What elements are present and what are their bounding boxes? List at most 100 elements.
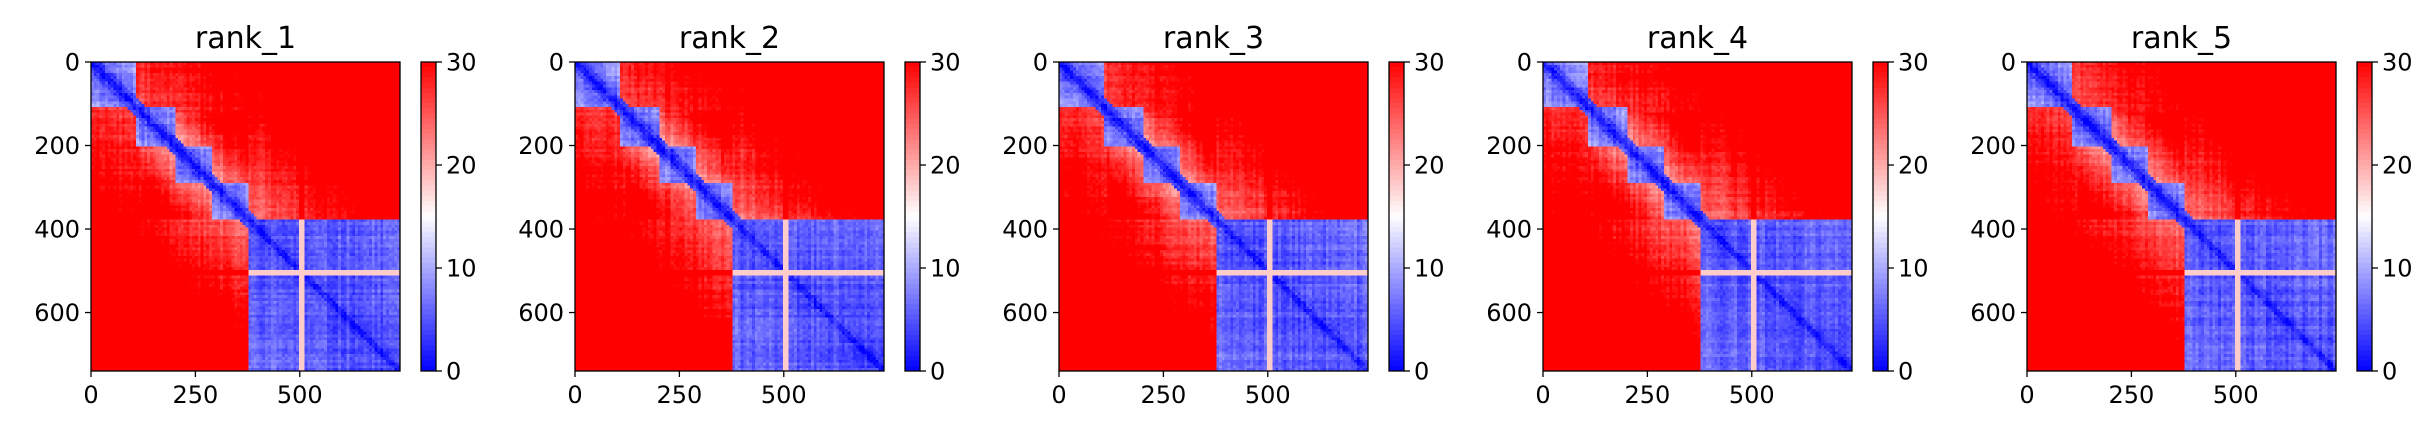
heatmap-cell [192, 79, 195, 82]
heatmap-cell [268, 90, 271, 93]
heatmap-cell [158, 152, 161, 155]
heatmap-cell [178, 141, 181, 144]
heatmap-cell [319, 76, 322, 79]
heatmap-cell [268, 129, 271, 132]
heatmap-cell [223, 132, 226, 135]
heatmap-cell [307, 65, 310, 68]
heatmap-cell [302, 121, 305, 124]
heatmap-cell [369, 141, 372, 144]
heatmap-cell [128, 96, 131, 99]
heatmap-cell [158, 146, 161, 149]
heatmap-cell [279, 149, 282, 152]
heatmap-cell [178, 138, 181, 141]
heatmap-cell [181, 101, 184, 104]
heatmap-cell [335, 143, 338, 146]
heatmap-cell [282, 146, 285, 149]
heatmap-cell [246, 107, 249, 110]
heatmap-cell [158, 113, 161, 116]
heatmap-cell [105, 73, 108, 76]
heatmap-cell [206, 104, 209, 107]
heatmap-cell [389, 93, 392, 96]
heatmap-cell [366, 107, 369, 110]
heatmap-cell [246, 82, 249, 85]
heatmap-cell [215, 143, 218, 146]
heatmap-cell [209, 99, 212, 102]
heatmap-cell [234, 70, 237, 73]
heatmap-cell [156, 127, 159, 130]
heatmap-cell [251, 65, 254, 68]
heatmap-cell [167, 73, 170, 76]
heatmap-cell [113, 84, 116, 87]
heatmap-cell [290, 143, 293, 146]
heatmap-cell [296, 138, 299, 141]
heatmap-cell [276, 138, 279, 141]
heatmap-cell [122, 99, 125, 102]
heatmap-cell [375, 96, 378, 99]
heatmap-cell [296, 115, 299, 118]
heatmap-cell [122, 107, 125, 110]
heatmap-cell [347, 138, 350, 141]
heatmap-cell [335, 96, 338, 99]
heatmap-cell [147, 96, 150, 99]
heatmap-cell [285, 121, 288, 124]
heatmap-cell [352, 93, 355, 96]
heatmap-cell [369, 138, 372, 141]
heatmap-cell [136, 68, 139, 71]
heatmap-cell [380, 115, 383, 118]
heatmap-cell [302, 101, 305, 104]
heatmap-cell [172, 127, 175, 130]
heatmap-cell [130, 132, 133, 135]
heatmap-cell [316, 152, 319, 155]
heatmap-cell [139, 82, 142, 85]
heatmap-cell [310, 143, 313, 146]
heatmap-cell [184, 93, 187, 96]
heatmap-cell [192, 93, 195, 96]
heatmap-cell [338, 138, 341, 141]
heatmap-cell [279, 110, 282, 113]
heatmap-cell [355, 118, 358, 121]
heatmap-cell [122, 115, 125, 118]
heatmap-cell [99, 121, 102, 124]
heatmap-cell [321, 101, 324, 104]
heatmap-cell [383, 68, 386, 71]
heatmap-cell [130, 65, 133, 68]
heatmap-cell [164, 70, 167, 73]
heatmap-cell [327, 132, 330, 135]
heatmap-cell [372, 68, 375, 71]
heatmap-cell [198, 87, 201, 90]
heatmap-cell [316, 68, 319, 71]
heatmap-cell [164, 138, 167, 141]
heatmap-cell [116, 99, 119, 102]
heatmap-cell [352, 79, 355, 82]
heatmap-cell [125, 79, 128, 82]
heatmap-cell [361, 82, 364, 85]
heatmap-cell [276, 143, 279, 146]
heatmap-cell [128, 65, 131, 68]
heatmap-cell [330, 87, 333, 90]
heatmap-cell [94, 141, 97, 144]
heatmap-cell [178, 73, 181, 76]
heatmap-cell [167, 132, 170, 135]
heatmap-cell [102, 99, 105, 102]
heatmap-cell [113, 155, 116, 158]
heatmap-cell [108, 110, 111, 113]
heatmap-cell [170, 132, 173, 135]
heatmap-cell [394, 129, 397, 132]
heatmap-cell [223, 82, 226, 85]
heatmap-cell [108, 143, 111, 146]
heatmap-cell [105, 93, 108, 96]
heatmap-cell [187, 68, 190, 71]
heatmap-cell [248, 124, 251, 127]
heatmap-cell [161, 76, 164, 79]
heatmap-cell [316, 101, 319, 104]
heatmap-cell [333, 65, 336, 68]
heatmap-cell [164, 68, 167, 71]
heatmap-cell [307, 149, 310, 152]
heatmap-cell [226, 146, 229, 149]
heatmap-cell [111, 121, 114, 124]
heatmap-cell [274, 152, 277, 155]
heatmap-cell [206, 65, 209, 68]
heatmap-cell [215, 113, 218, 116]
heatmap-cell [358, 152, 361, 155]
heatmap-cell [285, 96, 288, 99]
